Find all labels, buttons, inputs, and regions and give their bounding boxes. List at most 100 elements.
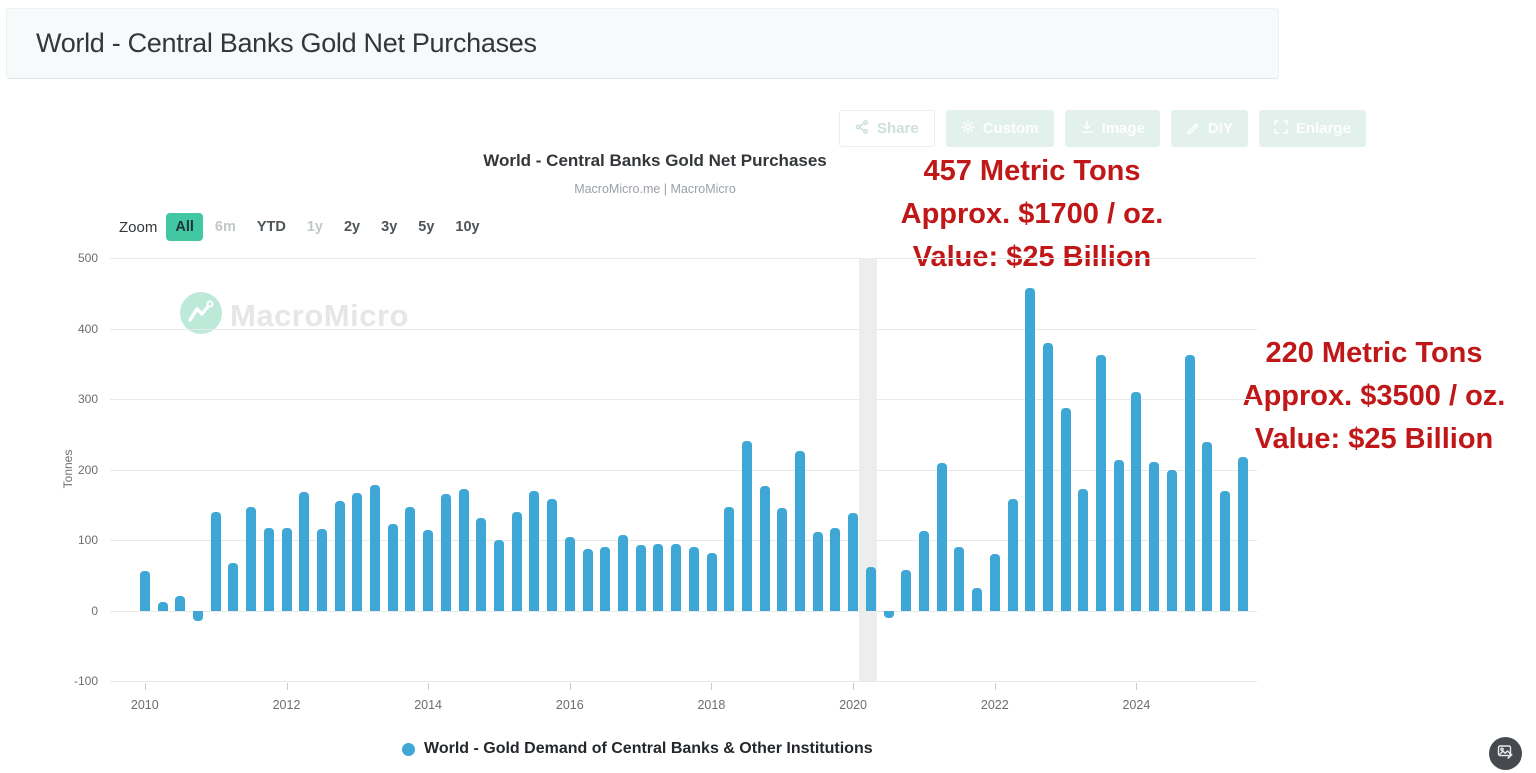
bar-2017-Q1[interactable] [635,545,646,611]
bar-2014-Q3[interactable] [458,488,469,611]
bar-2025-Q1[interactable] [1202,442,1213,611]
bar-2019-Q4[interactable] [830,527,841,611]
bar-2020-Q3[interactable] [883,610,894,618]
bar-2013-Q3[interactable] [387,523,398,611]
bar-2014-Q2[interactable] [440,493,451,611]
bar-2012-Q2[interactable] [299,492,310,611]
x-axis-tick [286,683,288,690]
bar-2013-Q4[interactable] [405,507,416,611]
annotation-line: 457 Metric Tons [923,155,1141,187]
bar-2011-Q3[interactable] [246,507,256,611]
bar-2023-Q4[interactable] [1113,459,1124,611]
x-axis-label-2022: 2022 [980,698,1009,712]
zoom-range-2y[interactable]: 2y [343,219,361,235]
bar-2019-Q3[interactable] [812,532,823,611]
bar-2018-Q4[interactable] [759,485,770,611]
bar-2021-Q4[interactable] [972,588,983,611]
bar-2024-Q4[interactable] [1184,355,1195,611]
bar-2023-Q3[interactable] [1096,354,1106,611]
bar-2015-Q1[interactable] [494,540,504,611]
bar-2014-Q1[interactable] [423,529,434,611]
bar-2015-Q3[interactable] [529,490,540,611]
bar-2025-Q2[interactable] [1220,490,1230,611]
bar-2024-Q3[interactable] [1166,470,1177,611]
toolbar-button-label: Image [1101,120,1145,137]
bar-2019-Q1[interactable] [777,508,788,611]
bar-2020-Q2[interactable] [865,567,876,611]
x-axis-label-2020: 2020 [839,698,867,712]
zoom-range-3y[interactable]: 3y [381,219,398,235]
bar-2011-Q1[interactable] [210,512,221,611]
toolbar-button-label: Enlarge [1295,120,1351,137]
bar-2023-Q1[interactable] [1060,407,1071,611]
bar-2011-Q2[interactable] [228,563,239,611]
bar-2020-Q4[interactable] [901,569,912,611]
bar-2017-Q3[interactable] [671,543,681,611]
zoom-range-10y[interactable]: 10y [455,219,480,235]
bar-2022-Q3[interactable] [1025,288,1036,611]
bar-2024-Q2[interactable] [1149,461,1160,611]
bar-2018-Q1[interactable] [706,552,717,611]
share-button[interactable]: Share [839,110,935,147]
zoom-range-1y: 1y [306,219,323,235]
page-title: World - Central Banks Gold Net Purchases [36,28,537,58]
zoom-range-all[interactable]: All [166,213,203,241]
bar-2022-Q2[interactable] [1007,498,1018,611]
bar-2012-Q4[interactable] [334,501,345,611]
x-axis-label-2016: 2016 [555,698,584,712]
bar-2018-Q2[interactable] [724,507,735,611]
bar-2021-Q3[interactable] [954,547,965,611]
bar-2025-Q3[interactable] [1237,456,1248,611]
bar-2020-Q1[interactable] [848,512,859,611]
bar-2010-Q4[interactable] [192,610,203,622]
bar-2019-Q2[interactable] [795,451,805,611]
zoom-buttons: All 6m YTD 1y 2y 3y 5y 10y [166,213,488,241]
bar-2018-Q3[interactable] [741,441,752,611]
bar-2016-Q1[interactable] [564,536,575,611]
legend-marker-icon [402,742,415,756]
x-axis-label-2010: 2010 [130,698,159,712]
bar-2015-Q4[interactable] [547,498,558,611]
bar-2022-Q4[interactable] [1042,342,1053,611]
x-axis-tick [994,683,996,690]
bar-2012-Q1[interactable] [281,527,292,611]
toolbar-button-label: Share [877,120,919,137]
bar-2022-Q1[interactable] [989,553,1000,611]
bar-2012-Q3[interactable] [316,528,327,611]
zoom-controls: Zoom All 6m YTD 1y 2y 3y 5y 10y [119,213,489,241]
bar-2015-Q2[interactable] [511,512,522,611]
bar-2011-Q4[interactable] [263,527,274,611]
annotation-line: Value: $25 Billion [912,241,1152,273]
bar-2010-Q2[interactable] [157,602,168,611]
bar-2021-Q1[interactable] [919,531,929,611]
enlarge-button[interactable]: Enlarge [1258,110,1366,147]
zoom-range-6m: 6m [214,219,236,235]
bar-2013-Q2[interactable] [370,485,380,611]
gridline-y-0 [110,610,1257,612]
x-axis-tick [569,683,571,690]
bar-2010-Q3[interactable] [175,595,186,611]
x-axis-label-2024: 2024 [1122,698,1151,712]
bar-2023-Q2[interactable] [1078,488,1089,611]
bar-2024-Q1[interactable] [1131,392,1142,611]
screenshot-tool-badge[interactable] [1489,737,1522,770]
bar-2016-Q3[interactable] [600,547,611,611]
gridline-y--100 [110,681,1257,683]
legend-item[interactable]: World - Gold Demand of Central Banks & O… [402,740,873,758]
bar-2017-Q4[interactable] [688,546,699,611]
custom-button[interactable]: Custom [945,110,1054,147]
bar-2010-Q1[interactable] [139,570,150,611]
x-axis-label-2012: 2012 [272,698,301,712]
bar-2016-Q4[interactable] [617,535,628,611]
image-button[interactable]: Image [1064,110,1160,147]
bar-2013-Q1[interactable] [352,492,363,611]
annotation-line: 220 Metric Tons [1265,337,1483,369]
diy-button[interactable]: DIY [1170,110,1248,147]
bar-2016-Q2[interactable] [582,548,593,611]
bar-2021-Q2[interactable] [936,462,947,611]
bar-2017-Q2[interactable] [653,544,664,611]
zoom-range-ytd[interactable]: YTD [256,219,286,235]
zoom-range-5y[interactable]: 5y [418,219,435,235]
bar-2014-Q4[interactable] [476,517,487,611]
